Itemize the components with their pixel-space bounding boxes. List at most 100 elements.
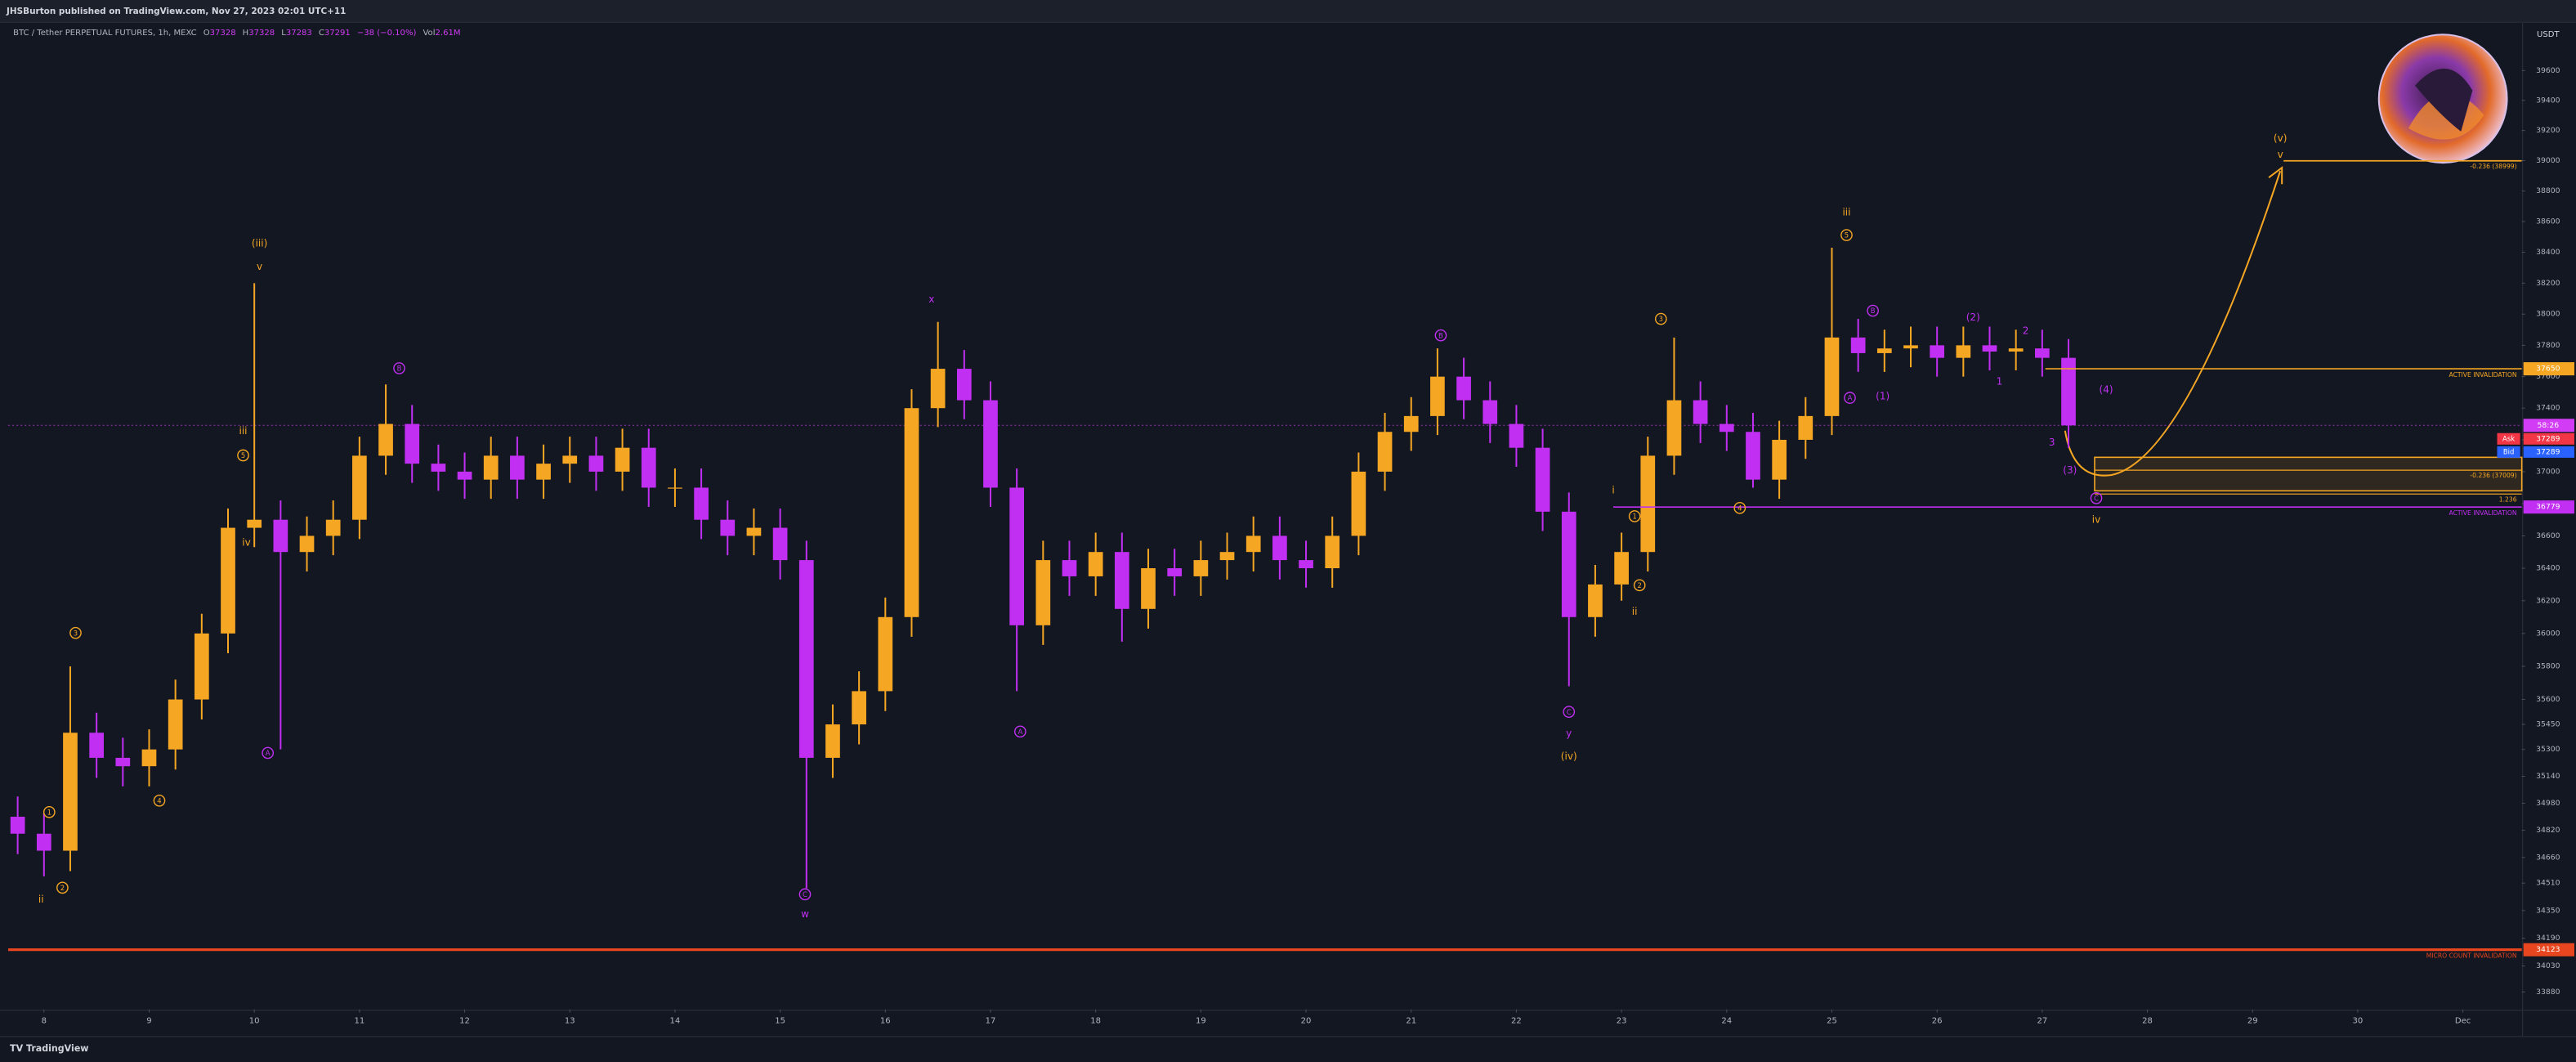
candle-body — [1167, 568, 1183, 576]
level-tag-label: 37650 — [2536, 365, 2560, 374]
candle-body — [89, 733, 104, 758]
candle-body — [273, 519, 288, 553]
candle-body — [141, 749, 157, 767]
candle-body — [168, 699, 183, 750]
wave-circle — [1633, 579, 1646, 592]
y-tick-label: 36000 — [2536, 629, 2560, 638]
wave-circle — [1434, 329, 1447, 342]
candle-body — [983, 400, 998, 488]
y-tick-label: 35300 — [2536, 745, 2560, 754]
wave-label: C — [1567, 708, 1572, 716]
y-tick-label: 37400 — [2536, 404, 2560, 413]
wave-label: (1) — [1876, 391, 1890, 402]
candle-body — [1325, 535, 1340, 569]
y-tick-label: 39200 — [2536, 126, 2560, 135]
candle-body — [1640, 455, 1656, 553]
wave-circle — [42, 806, 56, 818]
legend-value: 37328 — [210, 29, 236, 38]
candle-body — [1035, 560, 1051, 625]
candle-body — [510, 455, 525, 480]
candle-body — [1483, 400, 1498, 424]
candle-body — [1062, 560, 1077, 576]
candle-body — [2061, 357, 2076, 426]
x-tick-label: 25 — [1827, 1017, 1837, 1026]
wave-label: i — [1612, 484, 1614, 495]
candle-body — [720, 519, 736, 536]
level-note: ACTIVE INVALIDATION — [2449, 371, 2517, 379]
legend-key: L — [281, 29, 286, 38]
wave-label: C — [2094, 494, 2099, 502]
candle-body — [1876, 348, 1892, 353]
candle-body — [1693, 400, 1708, 424]
x-tick-label: 10 — [249, 1017, 260, 1026]
wave-label: iii — [239, 425, 247, 437]
wave-label: 2 — [2023, 325, 2029, 336]
wave-label: B — [397, 365, 402, 373]
wave-label: v — [257, 261, 262, 272]
candle-body — [1824, 337, 1840, 416]
wave-circle — [2090, 491, 2103, 504]
wave-label: 1 — [47, 808, 51, 816]
x-tick-label: 27 — [2037, 1017, 2047, 1026]
wave-circle — [1563, 706, 1576, 719]
y-tick-label: 34980 — [2536, 799, 2560, 808]
wave-label: 5 — [1845, 231, 1849, 240]
candle-body — [1193, 560, 1209, 576]
price-tag-value: 37289 — [2536, 447, 2560, 456]
wave-label: (4) — [2100, 384, 2113, 396]
wave-label: B — [1871, 307, 1876, 315]
x-tick-label: 26 — [1932, 1017, 1943, 1026]
y-tick-label: 38600 — [2536, 217, 2560, 226]
brand-logo: TV — [10, 1043, 26, 1054]
wave-label: (2) — [1966, 311, 1980, 323]
candle-body — [1588, 584, 1603, 617]
y-tick-label: 34820 — [2536, 826, 2560, 835]
wave-circle — [69, 626, 82, 639]
wave-label: 2 — [60, 884, 65, 892]
x-tick-label: 22 — [1511, 1017, 1522, 1026]
candle-body — [536, 464, 551, 480]
wave-circle — [1628, 510, 1641, 522]
candle-body — [1561, 511, 1576, 617]
y-tick-label: 35140 — [2536, 772, 2560, 781]
header-bar — [0, 0, 2576, 22]
wave-circle — [1840, 229, 1853, 241]
candle-body — [2008, 348, 2024, 352]
level-note: ACTIVE INVALIDATION — [2449, 509, 2517, 517]
wave-circle — [237, 449, 249, 462]
wave-label: A — [1017, 728, 1022, 736]
candle-body — [247, 519, 262, 528]
level-tag-label: 34123 — [2536, 945, 2560, 954]
wave-circle — [1654, 312, 1667, 325]
price-tag-key: Ask — [2502, 434, 2515, 442]
candle-body — [1772, 439, 1787, 480]
publisher: JHSBurton published on TradingView.com, … — [6, 7, 346, 16]
price-tag-key-bg — [2497, 432, 2520, 445]
candle-body — [904, 408, 919, 617]
avatar-figure — [2415, 68, 2473, 132]
candle-body — [1982, 345, 1997, 352]
legend-key: O — [203, 29, 210, 38]
candle-body — [852, 691, 866, 725]
wave-circle — [393, 362, 405, 374]
candle-body — [1351, 471, 1366, 536]
y-tick-label: 38400 — [2536, 248, 2560, 257]
wave-circle — [798, 888, 812, 901]
candle-body — [825, 724, 840, 758]
candle-body — [1509, 423, 1524, 448]
candle-body — [798, 560, 814, 758]
y-tick-label: 34190 — [2536, 934, 2560, 943]
y-tick-label: 34510 — [2536, 879, 2560, 888]
candle-body — [63, 733, 78, 851]
level-label: -0.236 (38999) — [2470, 163, 2516, 170]
y-tick-label: 35800 — [2536, 662, 2560, 671]
candle-body — [378, 423, 393, 456]
x-tick-label: 24 — [1721, 1017, 1732, 1026]
legend-key: C — [319, 29, 324, 38]
x-tick-label: 13 — [565, 1017, 575, 1026]
candle-body — [1114, 552, 1129, 609]
wave-label: C — [803, 890, 807, 898]
level-tag — [2523, 943, 2574, 957]
legend-value: 37328 — [248, 29, 275, 38]
